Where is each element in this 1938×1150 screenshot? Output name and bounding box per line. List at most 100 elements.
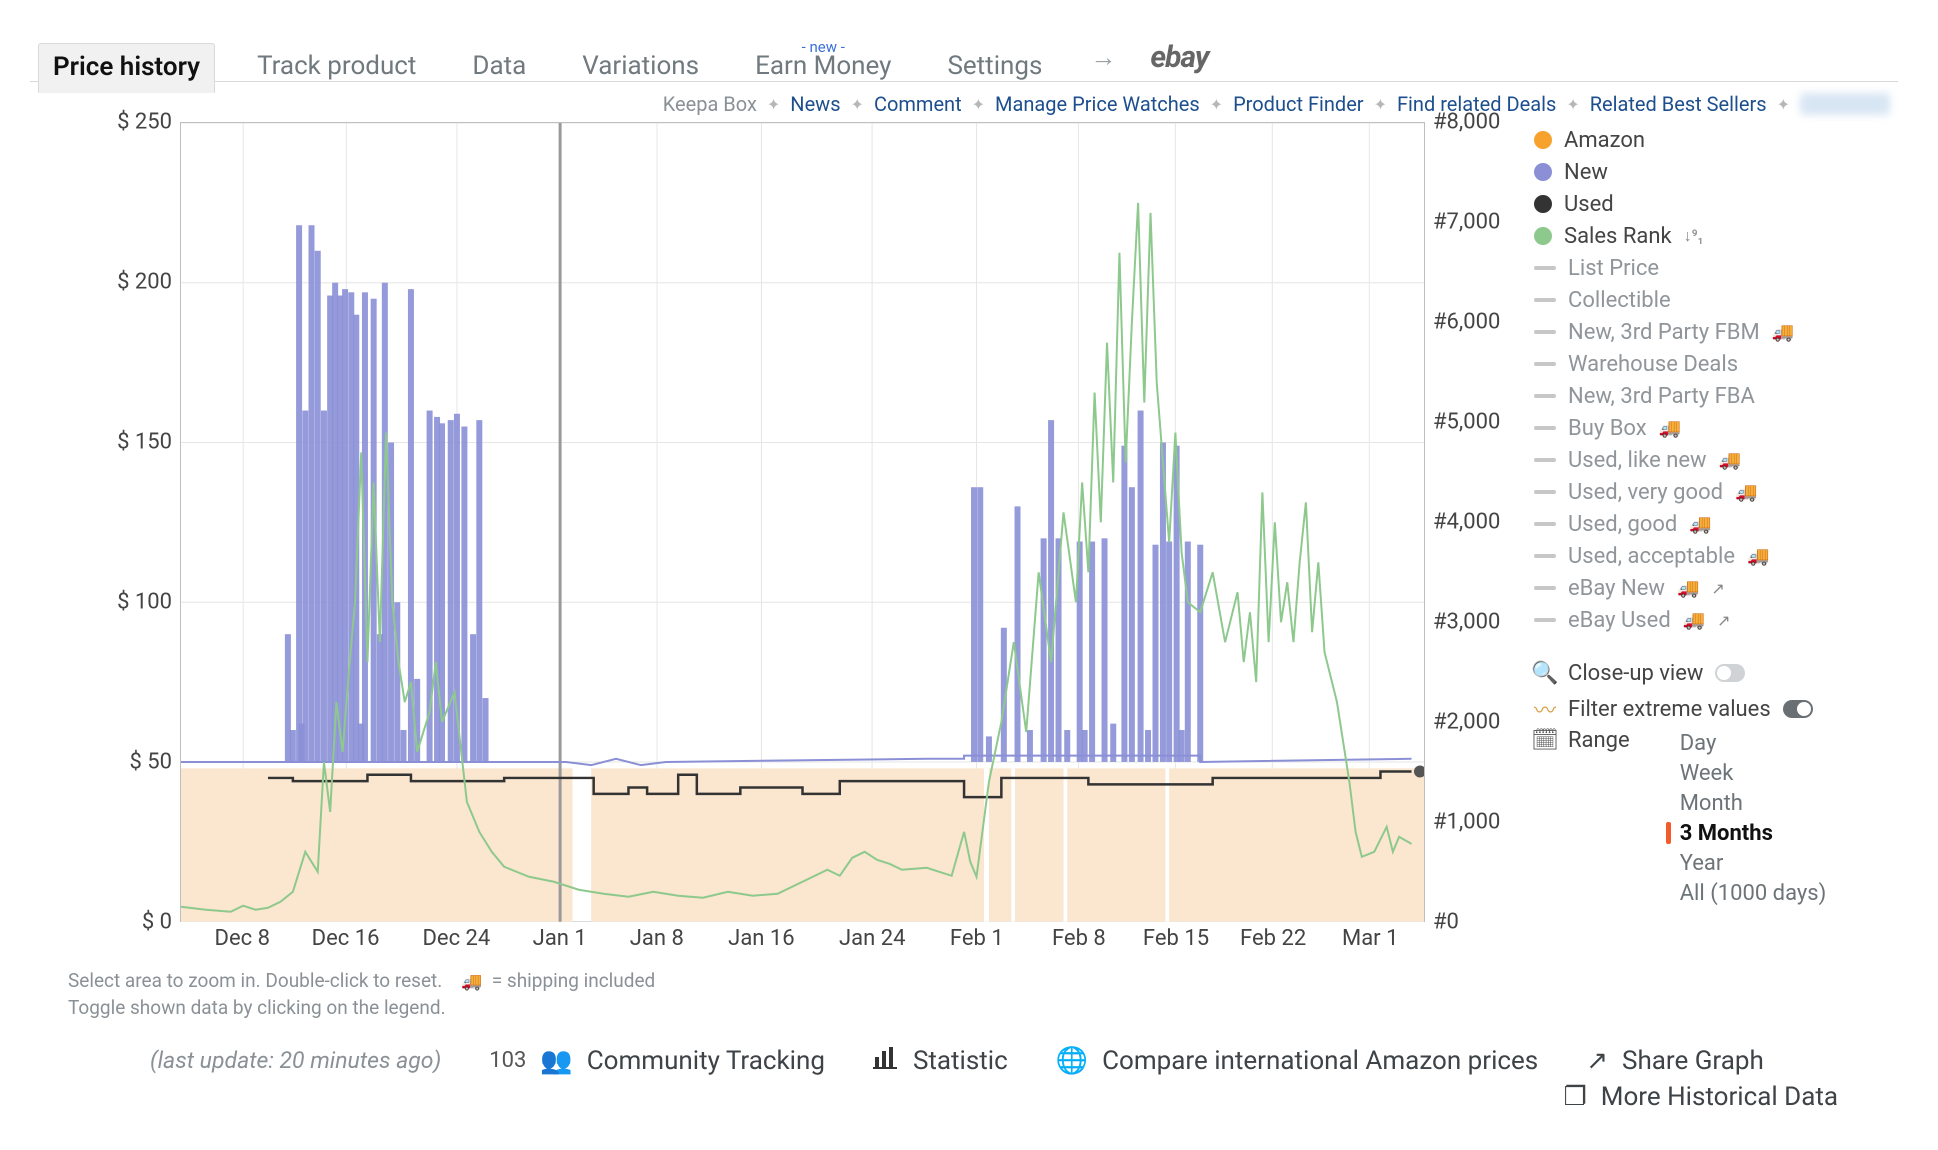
legend-ebay-new[interactable]: eBay New🚚↗ [1534,572,1898,604]
tab-bar: Price historyTrack productDataVariations… [30,30,1898,82]
y-axis-right: #0#1,000#2,000#3,000#4,000#5,000#6,000#7… [1425,122,1520,922]
legend-new-3rd-party-fbm[interactable]: New, 3rd Party FBM🚚 [1534,316,1898,348]
swatch-icon [1534,163,1552,181]
range-month[interactable]: Month [1670,788,1827,818]
dash-icon [1534,586,1556,590]
x-tick: Jan 24 [839,926,905,951]
x-tick: Dec 8 [215,926,270,951]
separator-icon: ✦ [972,95,985,114]
dash-icon [1534,522,1556,526]
legend-used-good[interactable]: Used, good🚚 [1534,508,1898,540]
legend-used[interactable]: Used [1534,188,1898,220]
legend-new-3rd-party-fba[interactable]: New, 3rd Party FBA [1534,380,1898,412]
chart-plot-area[interactable] [180,122,1425,922]
tab-track-product[interactable]: Track product [243,43,430,91]
search-icon: 🔍 [1534,661,1556,686]
legend-label: Warehouse Deals [1568,352,1738,377]
separator-icon: ✦ [1566,95,1579,114]
range-year[interactable]: Year [1670,848,1827,878]
y-left-tick: $ 100 [117,590,172,615]
last-update: (last update: 20 minutes ago) [150,1047,441,1074]
x-tick: Mar 1 [1342,926,1398,951]
caption-shipping: = shipping included [492,969,656,992]
more-historical-button[interactable]: ❐ More Historical Data [1563,1082,1838,1112]
y-right-tick: #8,000 [1433,110,1500,135]
legend-used-very-good[interactable]: Used, very good 🚚 [1534,476,1898,508]
community-count: 103 [489,1048,526,1073]
keepa-box-label: Keepa Box [663,92,757,116]
ebay-link[interactable]: ebay [1150,40,1208,81]
range-header: 🗓RangeDayWeekMonth3 MonthsYearAll (1000 … [1534,728,1898,762]
separator-icon: ✦ [1777,95,1790,114]
globe-icon: 🌐 [1056,1046,1088,1076]
legend-buy-box[interactable]: Buy Box🚚 [1534,412,1898,444]
statistic-button[interactable]: Statistic [873,1045,1008,1076]
legend-label: Used, like new [1568,448,1707,473]
y-right-tick: #2,000 [1433,710,1500,735]
legend-label: Buy Box [1568,416,1647,441]
y-right-tick: #5,000 [1433,410,1500,435]
x-tick: Dec 16 [312,926,380,951]
legend-list-price[interactable]: List Price [1534,252,1898,284]
link-comment[interactable]: Comment [874,92,962,116]
link-product-finder[interactable]: Product Finder [1233,92,1364,116]
toggle-on-icon [1783,700,1813,718]
legend-collectible[interactable]: Collectible [1534,284,1898,316]
closeup-label: Close-up view [1568,661,1703,686]
x-axis: Dec 8Dec 16Dec 24Jan 1Jan 8Jan 16Jan 24F… [180,922,1425,958]
legend-warehouse-deals[interactable]: Warehouse Deals [1534,348,1898,380]
tab-data[interactable]: Data [458,43,540,91]
legend-label: Used, good [1568,512,1677,537]
y-right-tick: #6,000 [1433,310,1500,335]
statistic-label: Statistic [913,1046,1008,1076]
closeup-toggle[interactable]: 🔍 Close-up view [1534,656,1898,690]
copy-icon: ❐ [1563,1082,1586,1112]
dash-icon [1534,490,1556,494]
share-graph-button[interactable]: ↗ Share Graph [1586,1046,1764,1076]
filter-extreme-toggle[interactable]: 〰Filter extreme values [1534,692,1898,726]
range-day[interactable]: Day [1670,728,1827,758]
link-related-best-sellers[interactable]: Related Best Sellers [1590,92,1767,116]
x-tick: Jan 1 [533,926,587,951]
range-all-1000-days-[interactable]: All (1000 days) [1670,878,1827,908]
y-left-tick: $ 50 [129,750,172,775]
dash-icon [1534,330,1556,334]
range-label: Range [1568,728,1630,753]
link-manage-price-watches[interactable]: Manage Price Watches [995,92,1200,116]
legend-amazon[interactable]: Amazon [1534,124,1898,156]
blurred-link[interactable] [1800,93,1890,115]
legend-label: Used [1564,192,1614,217]
range-3-months[interactable]: 3 Months [1670,818,1827,848]
separator-icon: ✦ [1374,95,1387,114]
tab-settings[interactable]: Settings [933,43,1056,91]
toggle-off-icon [1715,664,1745,682]
dash-icon [1534,458,1556,462]
legend-label: New [1564,160,1608,185]
y-right-tick: #7,000 [1433,210,1500,235]
legend-used-acceptable[interactable]: Used, acceptable🚚 [1534,540,1898,572]
legend-label: Used, very good [1568,480,1723,505]
community-tracking-button[interactable]: 103 👥 Community Tracking [489,1046,825,1076]
tab-price-history[interactable]: Price history [38,43,215,93]
compare-label: Compare international Amazon prices [1102,1046,1538,1076]
x-tick: Feb 8 [1052,926,1106,951]
sort-icon: ↓⁹₁ [1684,226,1704,246]
link-news[interactable]: News [790,92,840,116]
legend-label: eBay New [1568,576,1665,601]
legend-used-like-new[interactable]: Used, like new🚚 [1534,444,1898,476]
separator-icon: ✦ [767,95,780,114]
filter-label: Filter extreme values [1568,697,1771,722]
legend-ebay-used[interactable]: eBay Used🚚↗ [1534,604,1898,636]
y-right-tick: #3,000 [1433,610,1500,635]
dash-icon [1534,554,1556,558]
x-tick: Feb 1 [950,926,1004,951]
compare-intl-button[interactable]: 🌐 Compare international Amazon prices [1056,1046,1538,1076]
legend-new[interactable]: New [1534,156,1898,188]
truck-icon: 🚚 [1735,482,1757,503]
y-right-tick: #0 [1433,910,1459,935]
x-tick: Feb 22 [1240,926,1306,951]
range-week[interactable]: Week [1670,758,1827,788]
separator-icon: ✦ [1210,95,1223,114]
tab-variations[interactable]: Variations [568,43,713,91]
legend-rank[interactable]: Sales Rank↓⁹₁ [1534,220,1898,252]
